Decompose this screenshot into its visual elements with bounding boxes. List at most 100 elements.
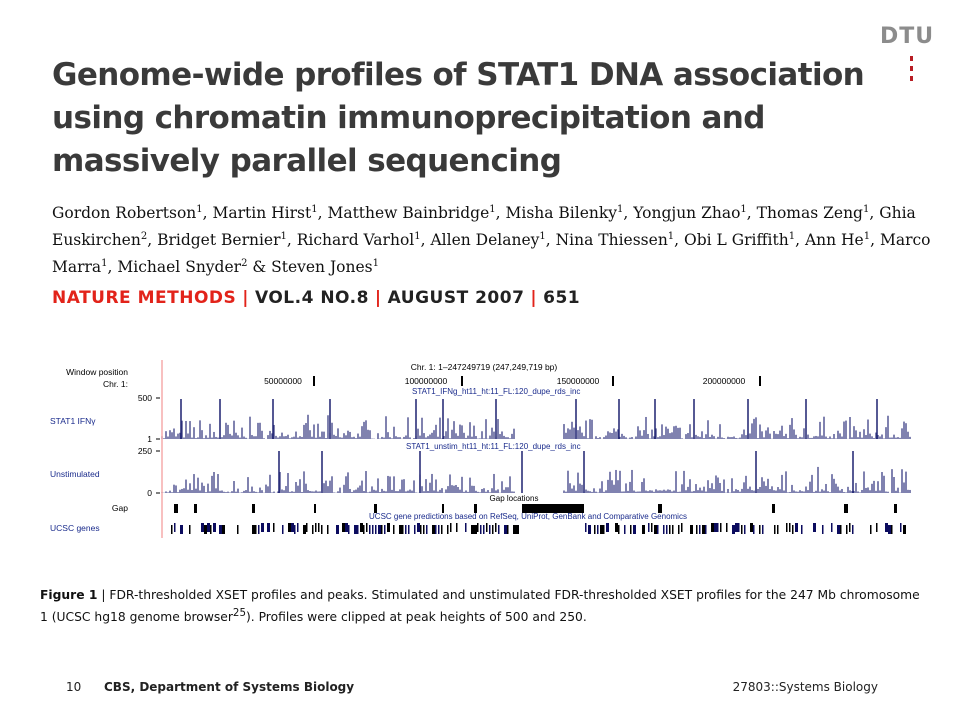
- gene-mark: [618, 525, 620, 534]
- chrom-header: Chr. 1: 1–247249719 (247,249,719 bp): [411, 362, 558, 372]
- paper-title: Genome-wide profiles of STAT1 DNA associ…: [52, 57, 865, 179]
- gene-mark: [690, 525, 693, 534]
- gene-mark: [492, 525, 494, 534]
- author-name: Gordon Robertson: [52, 204, 197, 223]
- track2-axis-bottom: 0: [147, 488, 152, 498]
- gene-mark: [201, 523, 204, 532]
- gene-mark: [666, 525, 668, 534]
- gene-mark: [306, 523, 308, 532]
- author-name: Allen Delaney: [430, 231, 540, 250]
- course-name: 27803::Systems Biology: [732, 680, 878, 694]
- gene-mark: [900, 523, 902, 532]
- author-affiliation: 1: [862, 204, 870, 215]
- author-name: Misha Bilenky: [505, 204, 618, 223]
- gene-mark: [624, 525, 626, 534]
- label-ucsc-genes: UCSC genes: [50, 523, 100, 533]
- gene-mark: [696, 525, 698, 534]
- gene-mark: [813, 523, 816, 532]
- author-name: Marco Marra: [52, 231, 931, 277]
- author-name: Michael Snyder: [117, 258, 242, 277]
- gene-mark: [741, 525, 743, 534]
- gap-block: [174, 504, 178, 513]
- gene-mark: [777, 525, 779, 534]
- gene-mark: [318, 523, 320, 532]
- gene-mark: [423, 525, 425, 534]
- ucsc-genes-track: [171, 523, 906, 534]
- gene-mark: [498, 525, 500, 534]
- gene-mark: [831, 523, 833, 532]
- gene-mark: [585, 523, 587, 532]
- gap-block: [658, 504, 662, 513]
- track1-name: STAT1_IFNg_ht11_ht:11_FL:120_dupe_rds_in…: [412, 387, 580, 396]
- gene-mark: [657, 525, 659, 534]
- gene-mark: [672, 525, 674, 534]
- gene-mark: [432, 525, 435, 534]
- gene-mark: [378, 525, 381, 534]
- author-name: Richard Varhol: [296, 231, 415, 250]
- gene-mark: [648, 523, 650, 532]
- gene-mark: [753, 525, 755, 534]
- gene-mark: [597, 525, 599, 534]
- position-100m: 100000000: [405, 376, 448, 386]
- gene-mark: [789, 523, 791, 532]
- gene-mark: [822, 525, 824, 534]
- track2-axis-top: 250: [138, 446, 152, 456]
- author-list: Gordon Robertson1, Martin Hirst1, Matthe…: [52, 204, 931, 277]
- gene-mark: [402, 525, 404, 534]
- gene-mark: [360, 523, 363, 532]
- position-50m: 50000000: [264, 376, 302, 386]
- department-name: CBS, Department of Systems Biology: [104, 680, 355, 694]
- gene-mark: [483, 525, 485, 534]
- gene-mark: [759, 525, 761, 534]
- author-name: Nina Thiessen: [555, 231, 668, 250]
- gene-mark: [357, 525, 359, 534]
- caption-tail: ). Profiles were clipped at peak heights…: [245, 610, 587, 625]
- gap-block: [844, 504, 848, 513]
- author-affiliation: 1: [372, 258, 379, 270]
- author-affiliation: 1: [101, 258, 108, 270]
- author-affiliation: 1: [489, 204, 496, 215]
- gene-mark: [801, 525, 803, 534]
- gene-mark: [219, 525, 222, 534]
- author-affiliation: 1: [280, 231, 287, 243]
- author-name: Matthew Bainbridge: [327, 204, 490, 223]
- gene-mark: [486, 523, 488, 532]
- gene-mark: [381, 525, 383, 534]
- gene-mark: [606, 523, 609, 532]
- gene-mark: [420, 525, 422, 534]
- gap-block: [252, 504, 255, 513]
- dtu-logo: DTU: [880, 26, 933, 96]
- gene-mark: [303, 525, 306, 534]
- page-number: 10: [66, 680, 82, 694]
- gap-block: [894, 504, 897, 513]
- author-affiliation: 1: [667, 231, 675, 243]
- gene-mark: [849, 523, 851, 532]
- gap-block: [194, 504, 197, 513]
- track1-axis-top: 500: [138, 393, 152, 403]
- gene-mark: [267, 523, 270, 532]
- journal-citation: NATURE METHODS | VOL.4 NO.8 | AUGUST 2007 | 65…: [52, 288, 581, 308]
- gene-mark: [651, 523, 653, 532]
- gene-mark: [750, 523, 753, 532]
- gene-mark: [513, 525, 516, 534]
- gene-mark: [291, 523, 294, 532]
- track2-name: STAT1_unstim_ht11_ht:11_FL:120_dupe_rds_…: [406, 442, 581, 451]
- journal-volume: VOL.4 NO.8: [254, 288, 369, 308]
- gene-mark: [714, 523, 717, 532]
- gene-mark: [321, 525, 323, 534]
- gap-block: [374, 504, 377, 513]
- gene-mark: [456, 523, 458, 532]
- gene-mark: [642, 525, 645, 534]
- gene-mark: [366, 523, 368, 532]
- gene-mark: [273, 523, 275, 532]
- gene-mark: [837, 525, 840, 534]
- genome-browser-figure: Window position Chr. 1: STAT1 IFNγ Unsti…: [44, 356, 916, 542]
- gene-mark: [435, 525, 437, 534]
- journal-page: 651: [543, 288, 581, 308]
- author-name: Thomas Zeng: [756, 204, 863, 223]
- gene-mark: [171, 525, 173, 534]
- gene-mark: [210, 525, 212, 534]
- slide-footer: 10 CBS, Department of Systems Biology 27…: [0, 680, 960, 700]
- journal-name: NATURE METHODS: [52, 288, 237, 308]
- gene-mark: [372, 525, 374, 534]
